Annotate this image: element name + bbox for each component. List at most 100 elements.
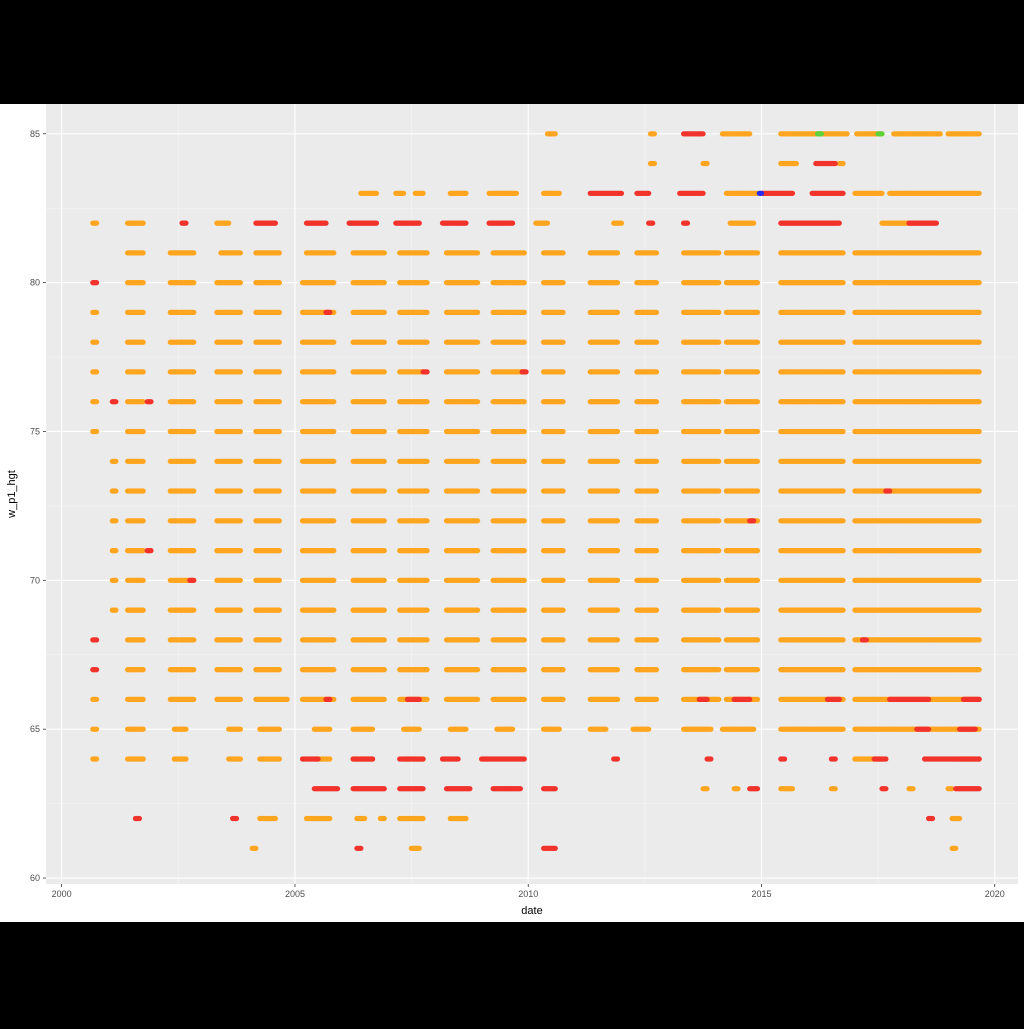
data-point — [331, 399, 336, 404]
data-point — [382, 340, 387, 345]
data-point — [425, 340, 430, 345]
data-point — [557, 191, 562, 196]
data-point — [615, 340, 620, 345]
data-point — [654, 429, 659, 434]
data-point — [277, 310, 282, 315]
data-point — [654, 280, 659, 285]
data-point — [331, 429, 336, 434]
data-point — [747, 131, 752, 136]
data-point — [841, 399, 846, 404]
data-point — [374, 191, 379, 196]
data-point — [238, 369, 243, 374]
data-point — [277, 250, 282, 255]
data-point — [522, 280, 527, 285]
data-point — [977, 310, 982, 315]
data-point — [561, 399, 566, 404]
data-point — [425, 310, 430, 315]
data-point — [141, 221, 146, 226]
data-point — [475, 429, 480, 434]
data-point — [94, 429, 99, 434]
data-point — [331, 369, 336, 374]
data-point — [425, 399, 430, 404]
data-point — [553, 131, 558, 136]
data-point — [794, 161, 799, 166]
data-point — [238, 399, 243, 404]
data-point — [382, 310, 387, 315]
data-point — [94, 221, 99, 226]
data-point — [841, 280, 846, 285]
data-point — [382, 250, 387, 255]
data-point — [755, 280, 760, 285]
data-point — [615, 399, 620, 404]
data-point — [475, 340, 480, 345]
data-point — [977, 340, 982, 345]
data-point — [522, 250, 527, 255]
data-point — [331, 280, 336, 285]
data-point — [191, 340, 196, 345]
data-point — [977, 191, 982, 196]
data-point — [654, 399, 659, 404]
data-point — [277, 340, 282, 345]
data-point — [615, 250, 620, 255]
data-point — [382, 280, 387, 285]
data-point — [277, 399, 282, 404]
data-point — [475, 280, 480, 285]
data-point — [705, 161, 710, 166]
data-point — [141, 429, 146, 434]
data-point — [191, 399, 196, 404]
data-point — [463, 191, 468, 196]
data-point — [977, 399, 982, 404]
data-point — [561, 429, 566, 434]
data-point — [277, 280, 282, 285]
data-point — [716, 340, 721, 345]
data-point — [716, 429, 721, 434]
data-point — [475, 250, 480, 255]
data-point — [331, 250, 336, 255]
data-point — [475, 369, 480, 374]
data-point — [716, 310, 721, 315]
data-point — [938, 131, 943, 136]
data-point — [977, 131, 982, 136]
data-point — [654, 310, 659, 315]
data-point — [475, 310, 480, 315]
data-point — [755, 399, 760, 404]
data-point — [382, 429, 387, 434]
data-point — [277, 429, 282, 434]
data-point — [141, 280, 146, 285]
data-point — [977, 280, 982, 285]
data-point — [522, 429, 527, 434]
data-point — [654, 250, 659, 255]
data-point — [514, 191, 519, 196]
data-point — [977, 250, 982, 255]
data-point — [615, 280, 620, 285]
data-point — [94, 310, 99, 315]
data-point — [841, 161, 846, 166]
data-point — [191, 429, 196, 434]
data-point — [755, 310, 760, 315]
data-point — [615, 429, 620, 434]
data-point — [226, 221, 231, 226]
data-point — [755, 340, 760, 345]
data-point — [615, 369, 620, 374]
data-point — [561, 250, 566, 255]
data-point — [561, 369, 566, 374]
data-point — [522, 340, 527, 345]
data-point — [652, 131, 657, 136]
data-point — [94, 340, 99, 345]
data-point — [522, 399, 527, 404]
data-point — [841, 340, 846, 345]
data-point — [716, 280, 721, 285]
data-point — [654, 369, 659, 374]
data-point — [755, 369, 760, 374]
data-point — [522, 310, 527, 315]
data-point — [191, 369, 196, 374]
data-point — [615, 310, 620, 315]
data-point — [879, 191, 884, 196]
data-point — [191, 280, 196, 285]
data-point — [475, 399, 480, 404]
data-point — [716, 250, 721, 255]
data-point — [141, 310, 146, 315]
data-point — [755, 250, 760, 255]
data-point — [421, 191, 426, 196]
data-point — [238, 429, 243, 434]
